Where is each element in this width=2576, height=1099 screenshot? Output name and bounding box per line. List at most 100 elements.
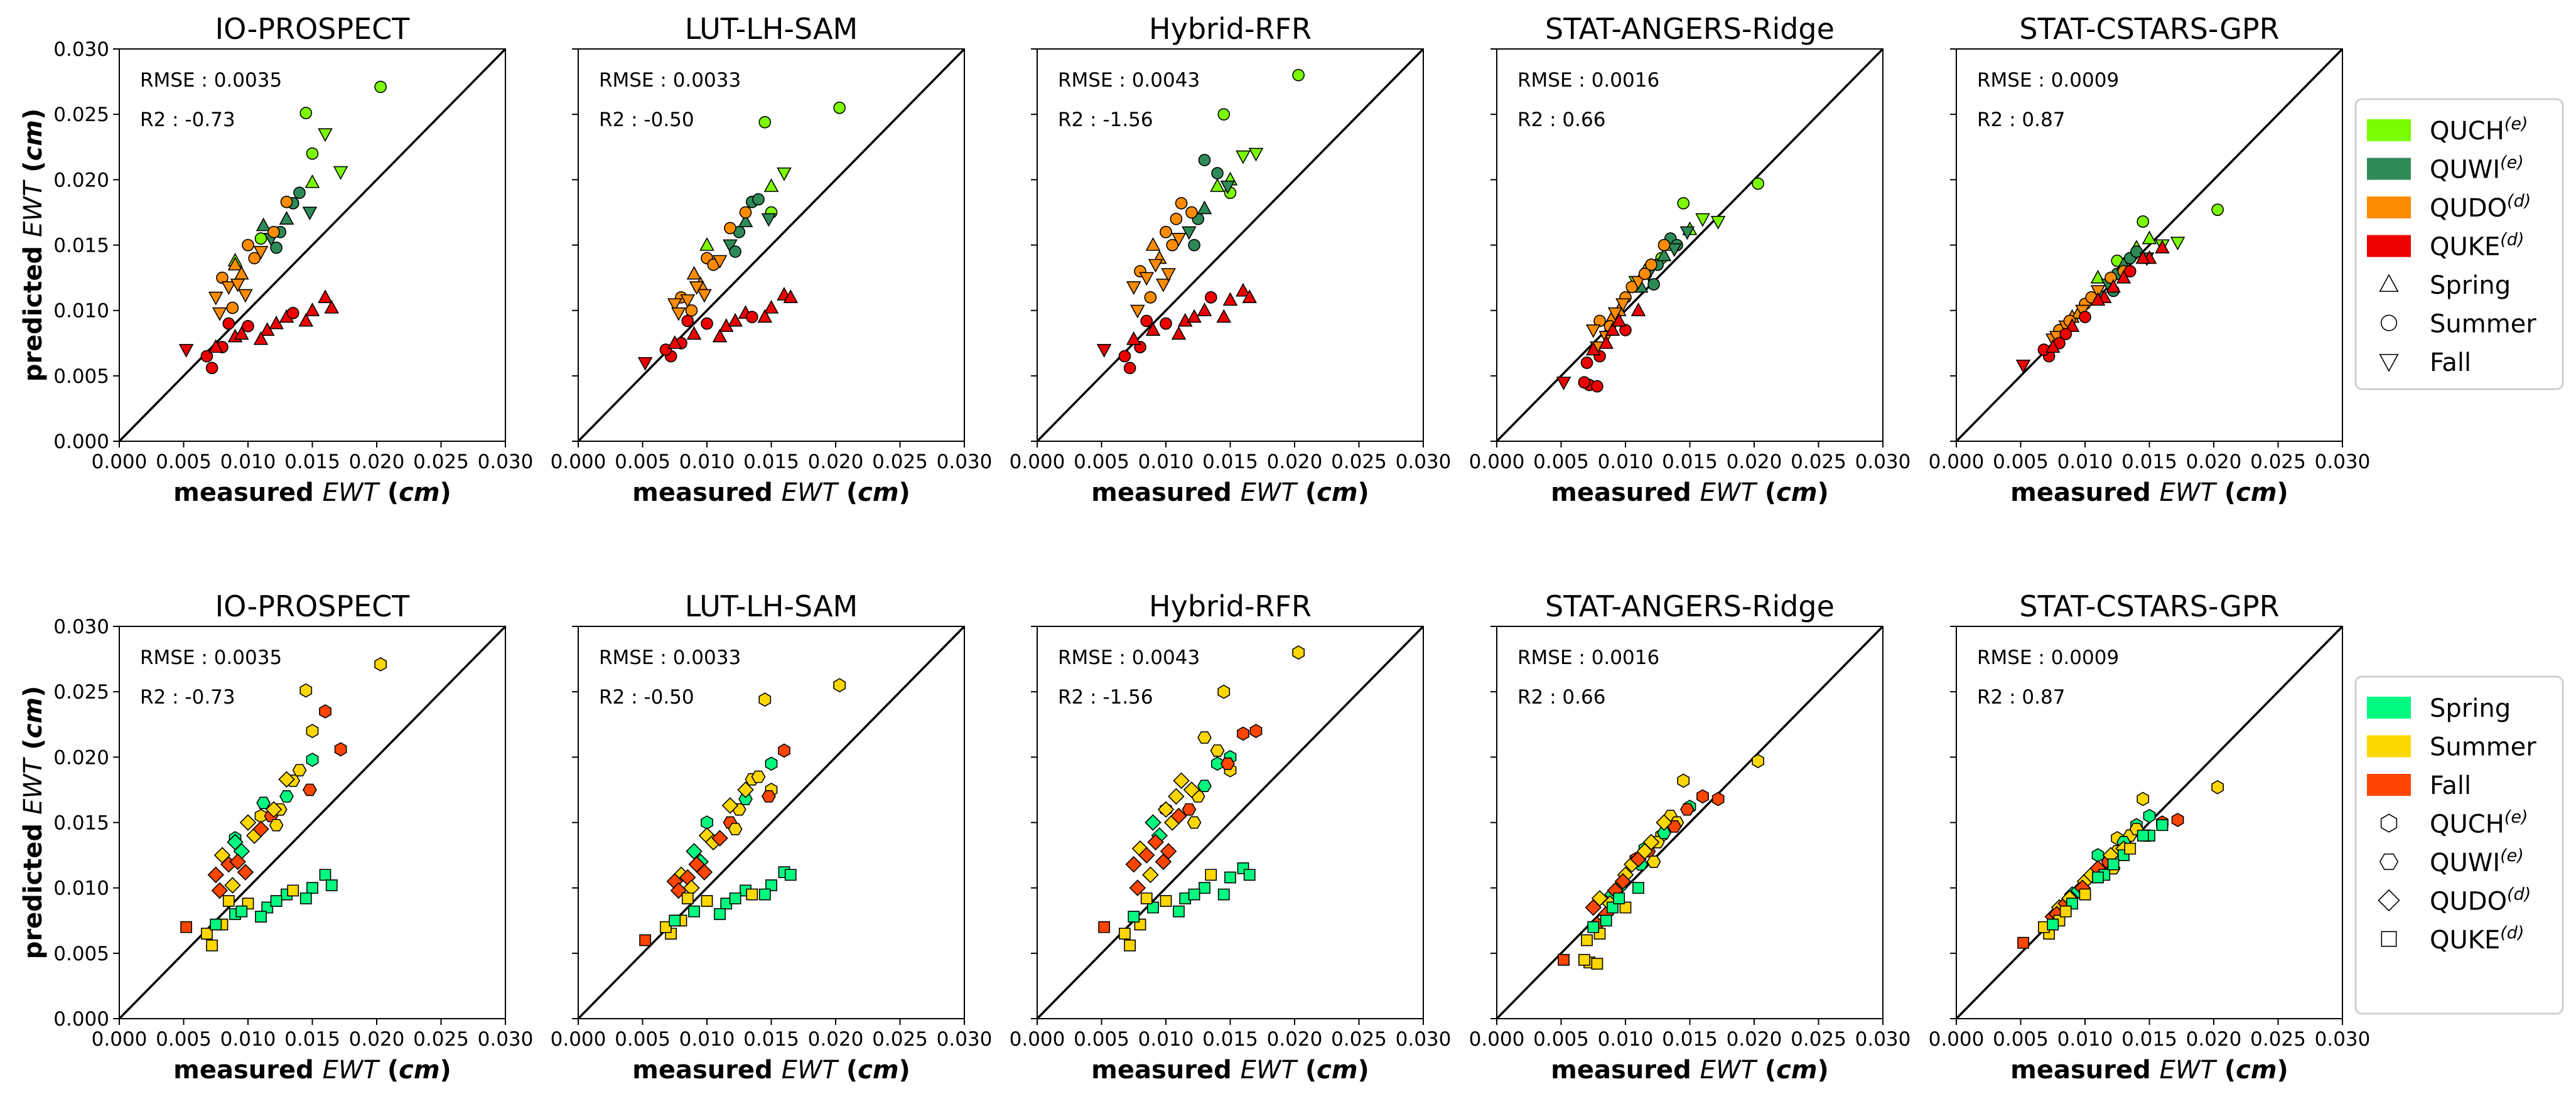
x-tick-label: 0.010	[2057, 1028, 2113, 1051]
point-qudo-summer	[721, 797, 739, 814]
x-tick-label: 0.030	[937, 1028, 993, 1051]
point-quke-spring	[1145, 322, 1161, 336]
point-quke-spring	[1216, 309, 1232, 323]
x-tick-label: 0.025	[872, 451, 928, 473]
x-tick-label: 0.015	[284, 1028, 340, 1051]
point-quke-summer	[1140, 314, 1153, 328]
y-tick-label: 0.015	[53, 812, 109, 835]
x-tick-label: 0.030	[1855, 1028, 1911, 1051]
x-tick-label: 0.005	[615, 451, 671, 473]
point-qudo-summer	[1645, 258, 1657, 271]
point-quwi-fall	[1182, 803, 1197, 816]
point-quke-spring	[1187, 309, 1202, 323]
point-quke-spring	[269, 315, 284, 330]
point-qudo-fall	[680, 294, 696, 308]
point-qudo-summer	[1636, 843, 1653, 860]
x-axis-label-variable: EWT	[782, 1056, 840, 1085]
point-qudo-summer	[248, 252, 261, 265]
point-quke-spring	[210, 918, 222, 931]
legend-label-sup: (d)	[2500, 923, 2524, 943]
point-qudo-fall	[238, 289, 253, 303]
point-quke-fall	[180, 921, 192, 933]
point-quke-spring	[784, 869, 797, 881]
point-quke-summer	[746, 888, 758, 901]
x-axis-label-unit: cm	[1317, 478, 1357, 507]
legend-label-text: QUKE	[2430, 926, 2500, 955]
point-quwi-summer	[1198, 154, 1211, 166]
point-quch-summer	[1677, 773, 1690, 788]
point-quwi-spring	[256, 217, 271, 232]
point-quke-summer	[2059, 905, 2072, 918]
point-quke-summer	[2124, 842, 2137, 855]
point-quke-spring	[1217, 888, 1230, 901]
point-quch-summer	[758, 692, 772, 707]
x-tick-label: 0.015	[1662, 1028, 1718, 1051]
point-quch-spring	[699, 237, 714, 251]
x-axis-label-open: (	[838, 1056, 858, 1085]
point-quke-spring	[714, 908, 726, 920]
point-quke-spring	[304, 302, 320, 316]
x-tick-label: 0.010	[679, 1028, 735, 1051]
point-qudo-fall	[711, 830, 728, 847]
point-quke-spring	[1611, 313, 1627, 327]
panel-title: LUT-LH-SAM	[685, 12, 858, 46]
point-quke-summer	[1591, 380, 1603, 393]
x-tick-label: 0.010	[1138, 451, 1194, 473]
point-quke-summer	[745, 311, 758, 323]
x-axis-label-open: (	[1296, 478, 1317, 507]
x-tick-label: 0.010	[220, 1028, 276, 1051]
legend-label-text: Fall	[2430, 348, 2471, 377]
x-tick-label: 0.015	[1202, 1028, 1258, 1051]
point-quke-spring	[729, 892, 741, 904]
point-quke-fall	[178, 344, 194, 358]
x-axis-label-variable: EWT	[1700, 478, 1759, 507]
point-quke-spring	[686, 326, 702, 340]
point-quke-spring	[1173, 905, 1185, 918]
x-axis-label-bold: measured	[2010, 1056, 2160, 1085]
point-quke-spring	[318, 289, 333, 303]
rmse-text: RMSE : 0.0016	[1517, 646, 1659, 669]
point-quke-spring	[1224, 871, 1236, 884]
point-qudo-spring	[1145, 237, 1161, 251]
point-quch-summer	[833, 678, 846, 693]
one-to-one-line	[577, 625, 966, 1020]
panel-title: LUT-LH-SAM	[685, 589, 858, 623]
x-tick-label: 0.020	[1727, 451, 1782, 473]
point-qudo-fall	[2090, 285, 2106, 299]
point-quwi-spring	[279, 790, 294, 803]
point-quwi-fall	[1680, 803, 1695, 816]
legend-label: Summer	[2430, 310, 2536, 339]
r2-text: R2 : -1.56	[1058, 109, 1153, 131]
point-quch-summer	[1292, 68, 1305, 82]
legend-label-text: Summer	[2430, 733, 2536, 762]
point-qudo-fall	[1156, 278, 1171, 292]
point-qudo-fall	[252, 820, 269, 838]
point-quch-spring	[304, 174, 320, 188]
x-tick-label: 0.030	[2315, 451, 2371, 473]
x-tick-label: 0.000	[551, 451, 606, 473]
point-qudo-summer	[1657, 239, 1671, 252]
point-qudo-fall	[1171, 233, 1187, 247]
legend-marker-diamond-icon	[2378, 889, 2400, 912]
point-quke-spring	[1605, 322, 1620, 336]
x-axis-label-bold: measured	[1091, 478, 1241, 507]
legend-label-text: Spring	[2430, 694, 2511, 723]
point-qudo-fall	[671, 307, 686, 321]
x-tick-label: 0.020	[808, 1028, 864, 1051]
x-tick-label: 0.010	[1138, 1028, 1194, 1051]
x-axis-label-variable: EWT	[782, 478, 840, 507]
point-qudo-spring	[227, 257, 243, 271]
legend-label: QUKE(d)	[2430, 923, 2524, 955]
point-qudo-fall	[237, 864, 254, 881]
panel-r1-c2: LUT-LH-SAM 0.000 0.005 0.010 0.015 0.020 0.025…	[551, 12, 993, 473]
rmse-text: RMSE : 0.0043	[1058, 646, 1200, 669]
x-axis-label-bold: measured	[173, 478, 323, 507]
point-qudo-fall	[212, 307, 227, 321]
point-quwi-summer	[729, 245, 741, 258]
x-tick-label: 0.000	[1469, 1028, 1525, 1051]
x-axis-label-close: )	[440, 478, 451, 507]
y-tick-label: 0.005	[53, 943, 109, 965]
rmse-text: RMSE : 0.0035	[140, 69, 282, 92]
x-axis-label-close: )	[899, 1056, 910, 1085]
point-quke-spring	[720, 898, 733, 910]
